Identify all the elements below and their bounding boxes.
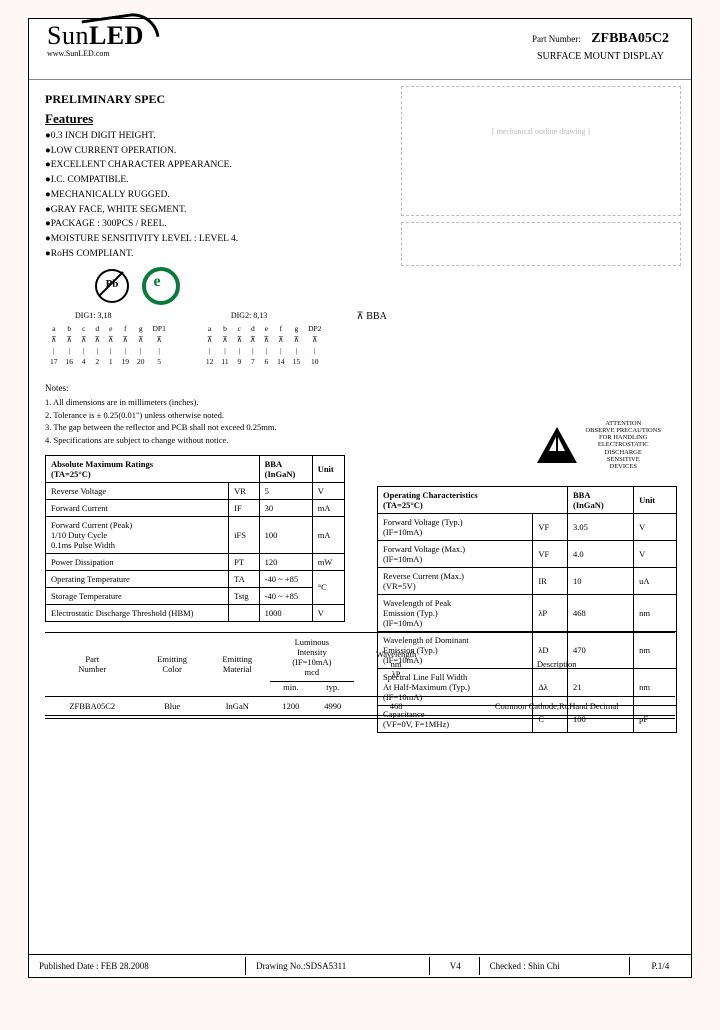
part-number-block: Part Number: ZFBBA05C2 SURFACE MOUNT DIS… [532,31,669,62]
footer-pub: Published Date : FEB 28.2008 [31,957,246,975]
eco-icon [142,267,180,305]
mechanical-drawing: [ mechanical outline drawing ] [401,86,681,286]
operating-char-table: Operating Characteristics(TA=25°C)BBA(In… [377,486,677,733]
footer-pg: P.1/4 [632,957,689,975]
pn-value: ZFBBA05C2 [591,31,669,47]
esd-warning: ATTENTIONOBSERVE PRECAUTIONSFOR HANDLING… [535,420,661,470]
footer-drw: Drawing No.:SDSA5311 [248,957,430,975]
pn-subtitle: SURFACE MOUNT DISPLAY [532,51,669,62]
pbfree-icon: Pb [95,269,129,303]
footer-chk: Checked : Shin Chi [482,957,630,975]
footer: Published Date : FEB 28.2008 Drawing No.… [29,954,691,977]
dig1-label: DIG1: 3,18 [75,311,171,320]
footer-ver: V4 [432,957,480,975]
datasheet: SunLED www.SunLED.com Part Number: ZFBBA… [28,18,692,978]
abs-max-ratings-table: Absolute Maximum Ratings(TA=25°C)BBA(InG… [45,455,345,622]
pin-diagram: DIG1: 3,18 abcdefgDP1⊼⊼⊼⊼⊼⊼⊼⊼||||||||171… [45,311,675,368]
pn-label: Part Number: [532,34,581,44]
dig2-label: DIG2: 8,13 [231,311,327,320]
logo: SunLED www.SunLED.com [47,21,144,58]
bba-diode: ⊼ BBA [356,311,386,322]
header: SunLED www.SunLED.com Part Number: ZFBBA… [29,19,691,80]
notes-title: Notes: [45,382,675,396]
